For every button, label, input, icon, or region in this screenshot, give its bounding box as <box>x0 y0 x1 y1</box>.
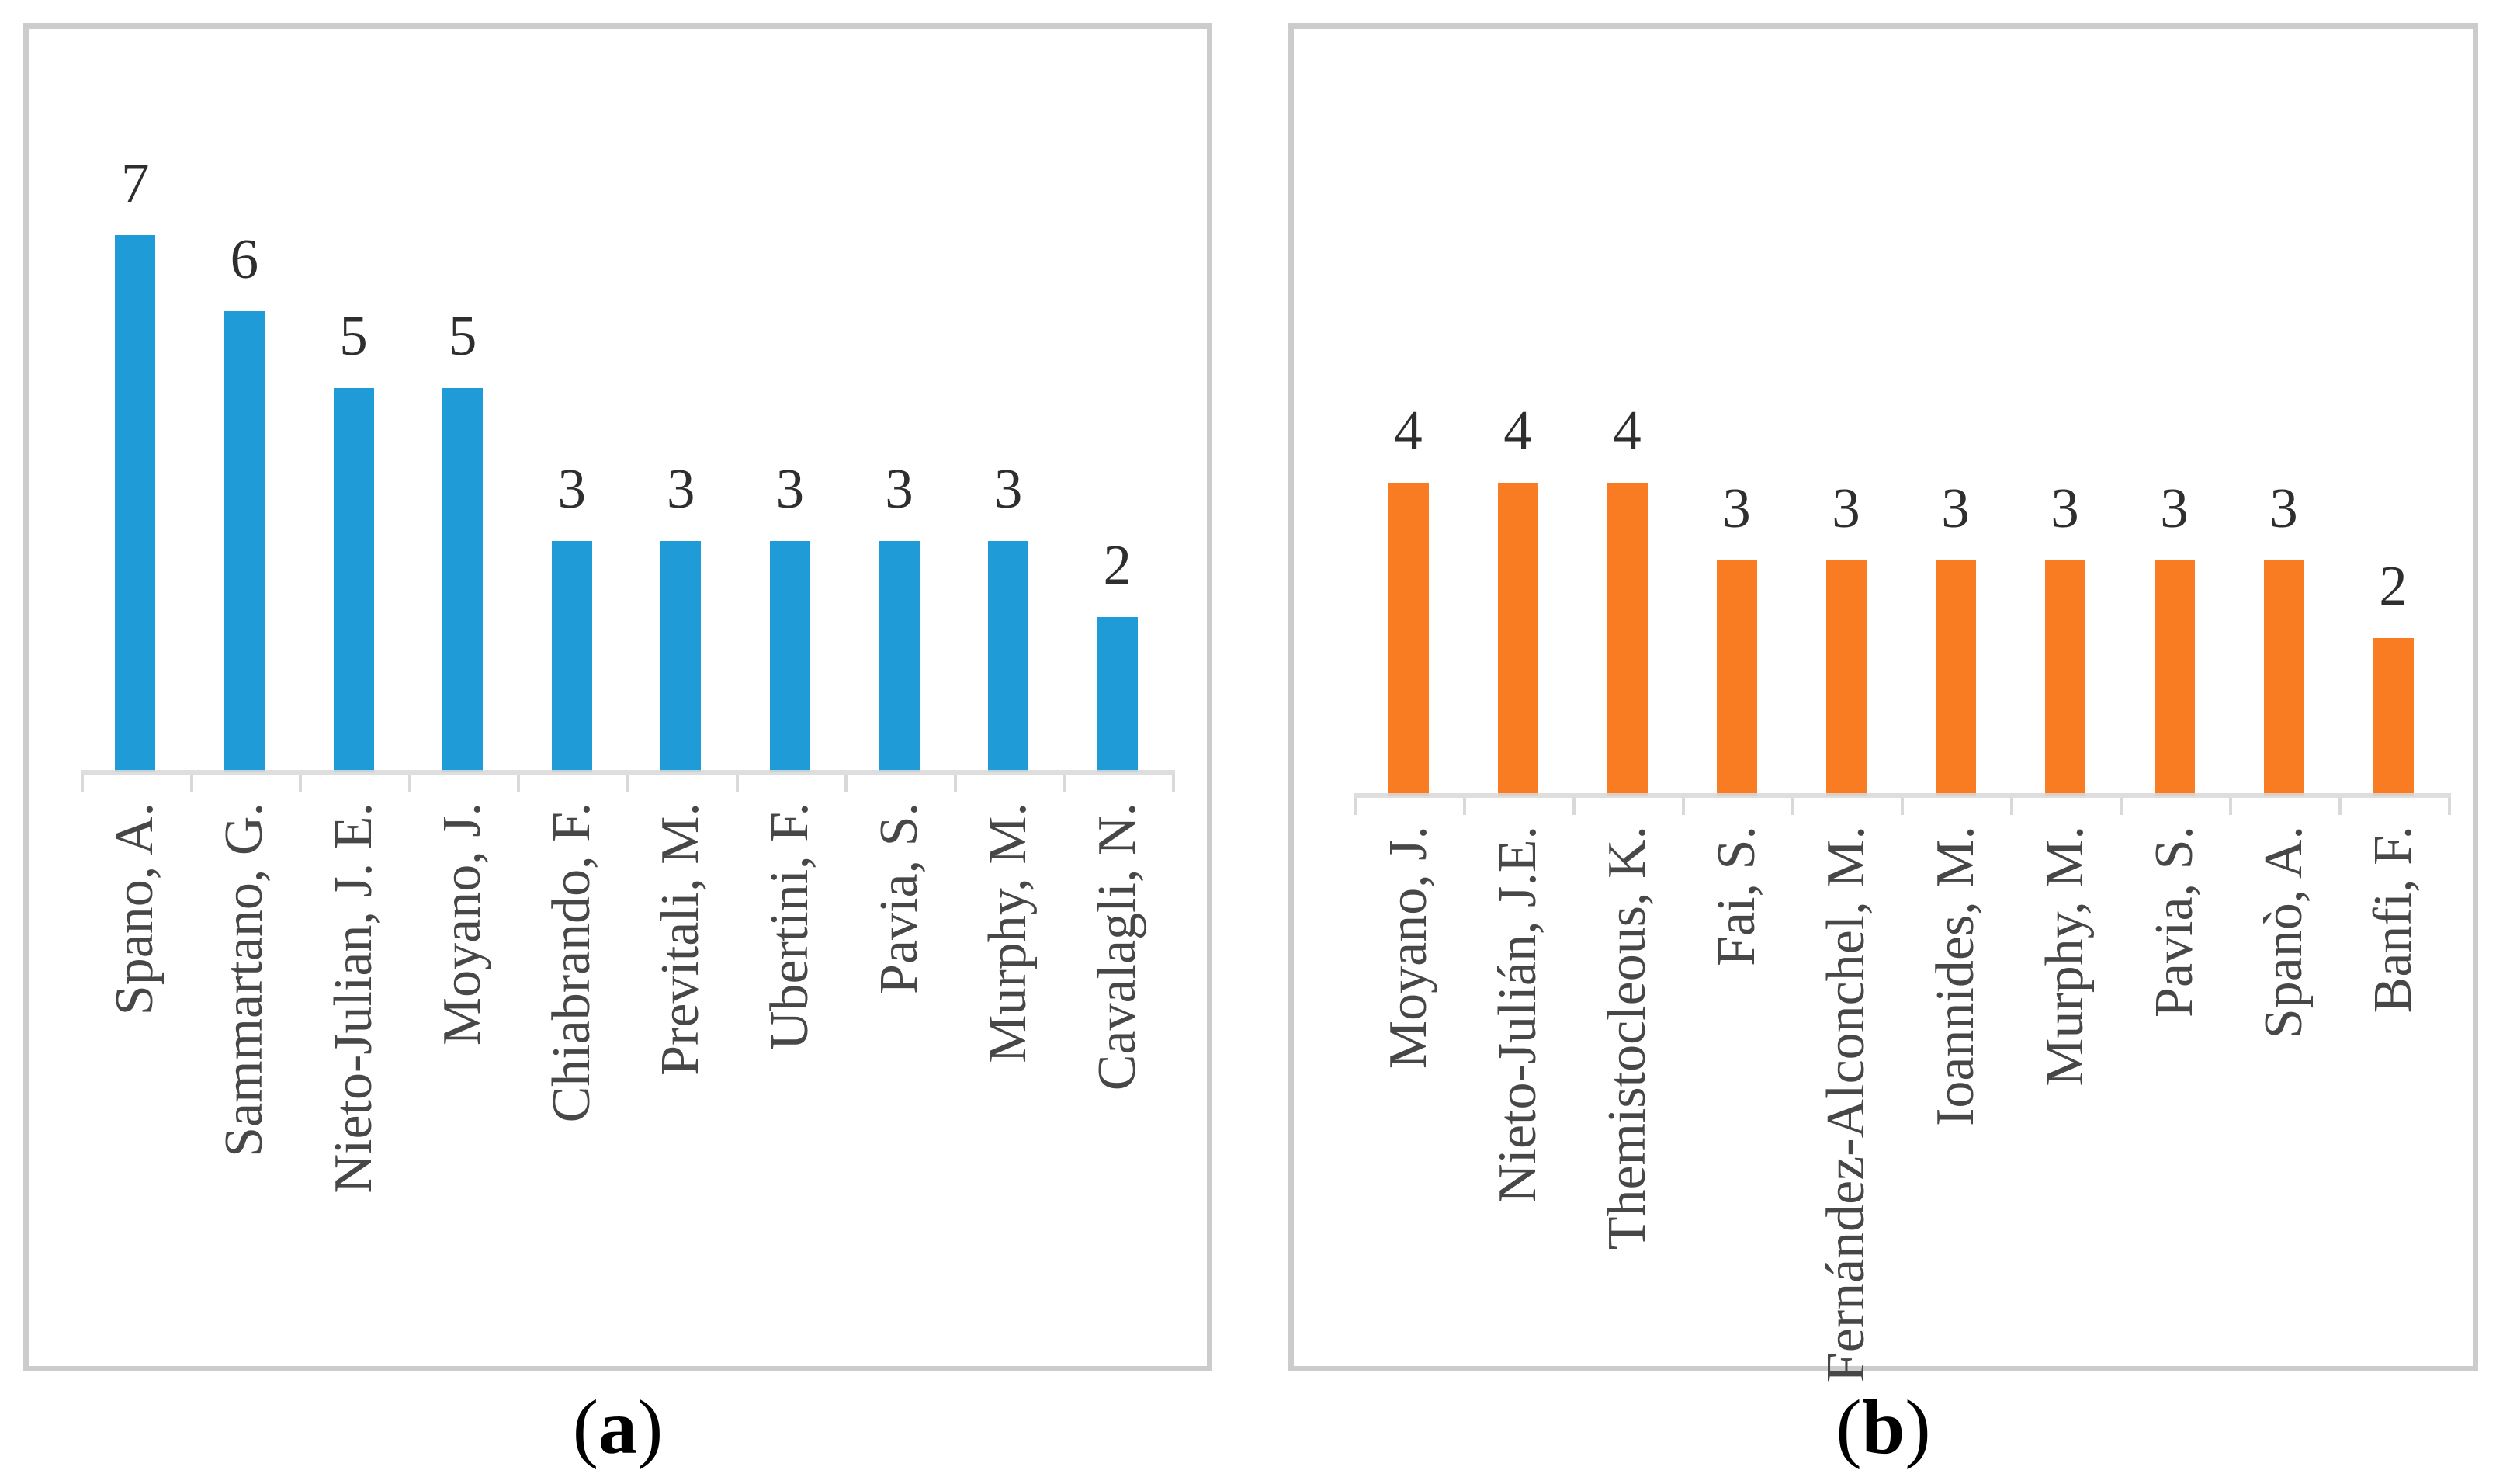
chart-panel-b: 4 4 4 3 3 3 3 3 3 2 Moyano, J. Nieto-Julián, J.E. Th… <box>1288 23 2478 1382</box>
x-axis-tick <box>2010 798 2013 815</box>
value-label-a-5: 3 <box>667 456 695 520</box>
category-label-a-3: Moyano, J. <box>432 803 493 1046</box>
value-label-a-1: 6 <box>230 227 259 290</box>
bar-b-6 <box>2044 560 2085 796</box>
category-label-b-8: Spanò, A. <box>2253 826 2314 1039</box>
category-label-b-5: Ioannides, M. <box>1925 826 1985 1126</box>
x-axis-tick <box>735 775 739 792</box>
bar-b-1 <box>1497 483 1538 796</box>
caption-b-letter: b <box>1861 1384 1905 1470</box>
value-label-a-8: 3 <box>993 456 1023 520</box>
value-label-b-2: 4 <box>1613 399 1642 462</box>
bar-b-3 <box>1716 560 1757 796</box>
x-axis-tick <box>1572 798 1576 815</box>
category-label-a-2: Nieto-Julian, J. E. <box>323 803 383 1194</box>
bar-a-9 <box>1097 617 1138 772</box>
bar-b-8 <box>2263 560 2304 796</box>
value-label-a-6: 3 <box>775 456 805 520</box>
caption-b-open-paren: ( <box>1836 1384 1862 1470</box>
bar-b-5 <box>1935 560 1976 796</box>
value-label-b-9: 2 <box>2379 554 2408 617</box>
category-label-a-0: Spano, A. <box>105 803 165 1016</box>
x-axis-tick <box>1354 798 1357 815</box>
caption-a-letter: a <box>598 1384 637 1470</box>
bar-a-5 <box>660 540 702 772</box>
category-label-b-4: Fernández-Alconchel, M. <box>1815 826 1876 1383</box>
x-axis-tick <box>1463 798 1466 815</box>
x-axis-tick <box>2229 798 2232 815</box>
bar-a-2 <box>333 387 374 772</box>
value-label-b-1: 4 <box>1503 399 1532 462</box>
x-axis-tick <box>1682 798 1685 815</box>
x-axis-tick <box>189 775 193 792</box>
caption-a: (a) <box>23 1386 1212 1468</box>
chart-panel-a: 7 6 5 5 3 3 3 3 3 2 Spano, A. Sammartano, G. Nieto-J… <box>23 23 1212 1371</box>
x-axis-tick <box>1172 775 1175 792</box>
category-label-a-1: Sammartano, G. <box>213 803 274 1157</box>
value-label-b-4: 3 <box>1832 477 1860 539</box>
x-axis-tick <box>81 775 84 792</box>
bar-b-4 <box>1825 560 1867 796</box>
value-label-a-9: 2 <box>1103 533 1132 596</box>
category-label-b-1: Nieto-Julián, J.E. <box>1487 826 1548 1204</box>
value-label-b-7: 3 <box>2160 477 2189 539</box>
category-label-b-6: Murphy, M. <box>2034 826 2095 1087</box>
caption-b: (b) <box>1288 1386 2478 1468</box>
category-label-a-4: Chiabrando, F. <box>541 803 601 1123</box>
bar-a-1 <box>224 311 265 772</box>
x-axis-tick <box>844 775 848 792</box>
x-axis-tick <box>953 775 957 792</box>
bar-b-9 <box>2373 638 2414 796</box>
x-axis-tick <box>299 775 303 792</box>
category-label-a-6: Ubertini, F. <box>759 803 820 1051</box>
x-axis-tick <box>517 775 521 792</box>
caption-a-close-paren: ) <box>637 1384 664 1470</box>
category-label-a-9: Cavalagli, N. <box>1087 803 1147 1091</box>
value-label-b-3: 3 <box>1722 477 1751 539</box>
value-label-a-3: 5 <box>448 303 477 367</box>
x-axis-tick <box>1791 798 1794 815</box>
value-label-b-6: 3 <box>2051 477 2079 539</box>
value-label-a-4: 3 <box>557 456 586 520</box>
bar-a-6 <box>769 540 810 772</box>
category-label-b-0: Moyano, J. <box>1378 826 1438 1070</box>
x-axis-tick <box>1901 798 1904 815</box>
value-label-a-7: 3 <box>885 456 913 520</box>
value-label-b-0: 4 <box>1394 399 1423 462</box>
x-axis-tick <box>1063 775 1066 792</box>
value-label-a-2: 5 <box>339 303 368 367</box>
x-axis-tick <box>626 775 629 792</box>
bar-a-4 <box>551 540 592 772</box>
x-axis-tick <box>2120 798 2123 815</box>
value-label-b-5: 3 <box>1941 477 1970 539</box>
caption-b-close-paren: ) <box>1905 1384 1931 1470</box>
caption-a-open-paren: ( <box>572 1384 598 1470</box>
bar-chart-b: 4 4 4 3 3 3 3 3 3 2 Moyano, J. Nieto-Julián, J.E. Th… <box>1294 29 2473 1382</box>
bar-b-2 <box>1607 483 1648 796</box>
x-axis-line <box>81 770 1175 775</box>
x-axis-tick <box>2448 798 2451 815</box>
value-label-b-8: 3 <box>2269 477 2298 539</box>
bar-a-0 <box>115 234 156 772</box>
category-label-a-8: Murphy, M. <box>978 803 1038 1063</box>
category-label-b-3: Fai, S. <box>1706 826 1766 966</box>
x-axis-line <box>1354 793 2451 798</box>
x-axis-tick <box>2338 798 2342 815</box>
bar-b-7 <box>2154 560 2195 796</box>
bar-a-3 <box>442 387 484 772</box>
x-axis-tick <box>407 775 411 792</box>
category-label-a-7: Pavia, S. <box>868 803 929 994</box>
bar-a-8 <box>988 540 1029 772</box>
bar-a-7 <box>879 540 920 772</box>
category-label-b-7: Pavia, S. <box>2144 826 2204 1018</box>
bar-b-0 <box>1388 483 1429 796</box>
category-label-b-9: Banfi, F. <box>2363 826 2423 1014</box>
category-label-b-2: Themistocleous, K. <box>1596 826 1657 1250</box>
bar-chart-a: 7 6 5 5 3 3 3 3 3 2 Spano, A. Sammartano, G. Nieto-J… <box>29 29 1207 1366</box>
category-label-a-5: Previtali, M. <box>650 803 711 1076</box>
value-label-a-0: 7 <box>121 151 150 214</box>
